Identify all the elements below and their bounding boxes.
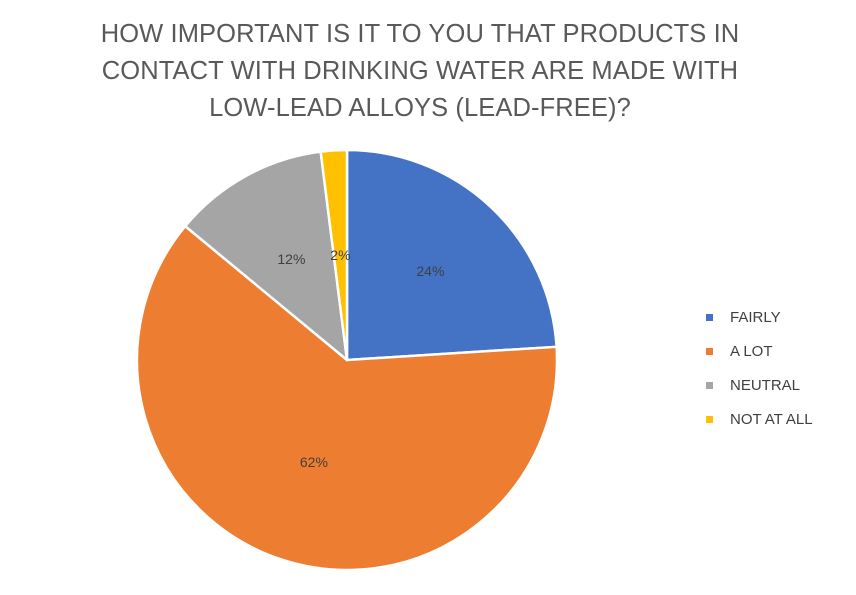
legend-item-not-at-all: NOT AT ALL bbox=[706, 402, 813, 436]
legend-swatch bbox=[706, 381, 713, 389]
legend-swatch bbox=[706, 415, 713, 423]
legend-label: A LOT bbox=[730, 342, 773, 360]
pie-slice-fairly bbox=[345, 148, 558, 362]
legend: FAIRLY A LOT NEUTRAL NOT AT ALL bbox=[706, 300, 813, 436]
chart-title-line-1: HOW IMPORTANT IS IT TO YOU THAT PRODUCTS… bbox=[100, 20, 740, 48]
data-label-neutral: 12% bbox=[277, 251, 305, 267]
legend-swatch bbox=[706, 313, 713, 321]
legend-item-a-lot: A LOT bbox=[706, 334, 813, 368]
data-label-a-lot: 62% bbox=[300, 454, 328, 470]
legend-label: NOT AT ALL bbox=[730, 410, 813, 428]
data-label-not-at-all: 2% bbox=[330, 247, 350, 263]
pie-data-labels: 24% 62% 12% 2% bbox=[277, 247, 444, 470]
chart-title-line-2: CONTACT WITH DRINKING WATER ARE MADE WIT… bbox=[101, 57, 739, 85]
chart-title: HOW IMPORTANT IS IT TO YOU THAT PRODUCTS… bbox=[40, 16, 800, 127]
data-label-fairly: 24% bbox=[416, 263, 444, 279]
chart-title-line-3: LOW-LEAD ALLOYS (LEAD-FREE)? bbox=[209, 94, 631, 122]
pie-slice-a-lot bbox=[135, 224, 559, 572]
legend-item-neutral: NEUTRAL bbox=[706, 368, 813, 402]
pie-slice-neutral bbox=[183, 150, 349, 362]
legend-item-fairly: FAIRLY bbox=[706, 300, 813, 334]
pie-slice-not-at-all bbox=[319, 148, 349, 362]
legend-label: NEUTRAL bbox=[730, 376, 801, 394]
legend-swatch bbox=[706, 347, 713, 355]
legend-label: FAIRLY bbox=[730, 308, 781, 326]
pie-slices bbox=[135, 148, 559, 572]
